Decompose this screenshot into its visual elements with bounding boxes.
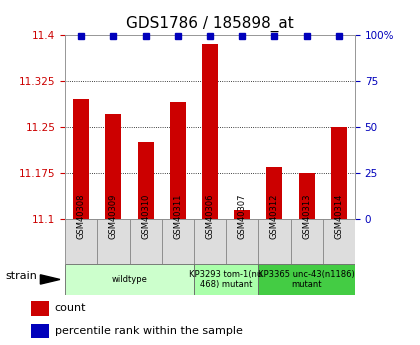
Bar bbox=[234, 210, 250, 219]
Bar bbox=[31, 301, 49, 316]
FancyBboxPatch shape bbox=[162, 219, 194, 264]
FancyBboxPatch shape bbox=[323, 219, 355, 264]
FancyBboxPatch shape bbox=[258, 219, 291, 264]
FancyBboxPatch shape bbox=[258, 264, 355, 295]
Text: GSM40309: GSM40309 bbox=[109, 194, 118, 239]
Text: strain: strain bbox=[5, 272, 37, 281]
Bar bbox=[170, 102, 186, 219]
Text: GSM40307: GSM40307 bbox=[238, 194, 247, 239]
Text: GSM40313: GSM40313 bbox=[302, 194, 311, 239]
Bar bbox=[299, 173, 315, 219]
FancyBboxPatch shape bbox=[65, 264, 194, 295]
Polygon shape bbox=[40, 275, 60, 284]
Bar bbox=[105, 115, 121, 219]
FancyBboxPatch shape bbox=[65, 219, 97, 264]
Text: count: count bbox=[55, 303, 86, 313]
FancyBboxPatch shape bbox=[194, 264, 258, 295]
Bar bbox=[266, 167, 282, 219]
Bar bbox=[331, 127, 347, 219]
FancyBboxPatch shape bbox=[291, 219, 323, 264]
FancyBboxPatch shape bbox=[129, 219, 162, 264]
Text: percentile rank within the sample: percentile rank within the sample bbox=[55, 326, 243, 336]
Bar bbox=[73, 99, 89, 219]
Text: KP3365 unc-43(n1186)
mutant: KP3365 unc-43(n1186) mutant bbox=[258, 270, 355, 289]
Text: GSM40306: GSM40306 bbox=[205, 194, 215, 239]
Text: KP3293 tom-1(nu
468) mutant: KP3293 tom-1(nu 468) mutant bbox=[189, 270, 263, 289]
Bar bbox=[202, 44, 218, 219]
Text: GSM40310: GSM40310 bbox=[141, 194, 150, 239]
Text: GSM40311: GSM40311 bbox=[173, 194, 182, 239]
FancyBboxPatch shape bbox=[97, 219, 129, 264]
Bar bbox=[31, 324, 49, 338]
Text: GSM40312: GSM40312 bbox=[270, 194, 279, 239]
Text: wildtype: wildtype bbox=[112, 275, 147, 284]
Text: GSM40314: GSM40314 bbox=[334, 194, 343, 239]
FancyBboxPatch shape bbox=[194, 219, 226, 264]
Text: GSM40308: GSM40308 bbox=[77, 194, 86, 239]
Bar bbox=[138, 142, 154, 219]
FancyBboxPatch shape bbox=[226, 219, 258, 264]
Title: GDS1786 / 185898_at: GDS1786 / 185898_at bbox=[126, 16, 294, 32]
